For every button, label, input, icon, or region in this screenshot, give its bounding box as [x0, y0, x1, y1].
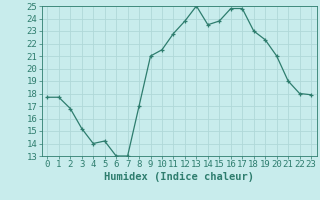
X-axis label: Humidex (Indice chaleur): Humidex (Indice chaleur) — [104, 172, 254, 182]
